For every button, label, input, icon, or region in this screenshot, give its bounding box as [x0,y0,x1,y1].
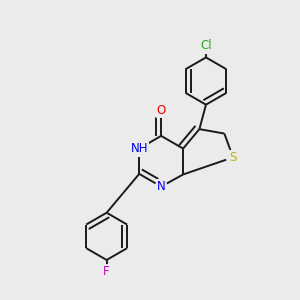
Text: NH: NH [130,142,148,155]
Text: F: F [103,265,110,278]
Text: Cl: Cl [200,39,212,52]
Text: S: S [230,151,237,164]
Text: O: O [157,104,166,117]
Text: N: N [157,180,166,193]
